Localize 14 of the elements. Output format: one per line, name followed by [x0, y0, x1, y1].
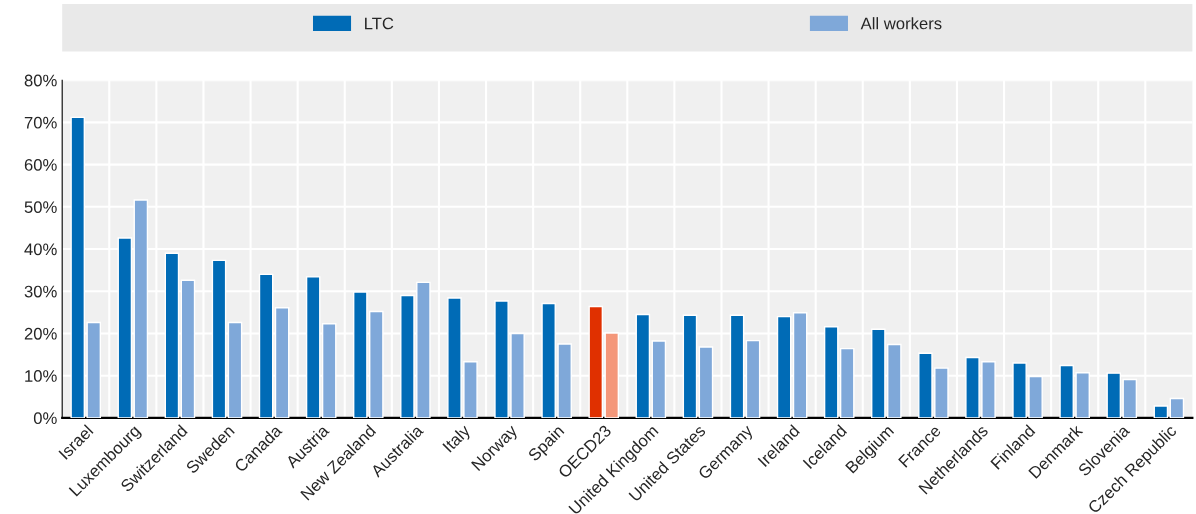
x-tick-label: Italy [441, 423, 474, 455]
y-tick-label: 30% [24, 285, 57, 298]
y-tick-label: 60% [24, 159, 57, 171]
legend-label: LTC [365, 17, 394, 30]
bar [1169, 397, 1185, 418]
y-tick-label: 20% [24, 327, 57, 340]
bar [1153, 405, 1169, 418]
y-tick-label: 40% [24, 243, 57, 256]
y-tick-label: 10% [25, 370, 57, 382]
legend-label: All workers [860, 17, 942, 30]
y-tick-label: 50% [24, 201, 57, 214]
y-tick-label: 80% [24, 74, 57, 87]
y-tick-label: 70% [24, 116, 57, 129]
y-tick-label: 0% [33, 412, 57, 425]
